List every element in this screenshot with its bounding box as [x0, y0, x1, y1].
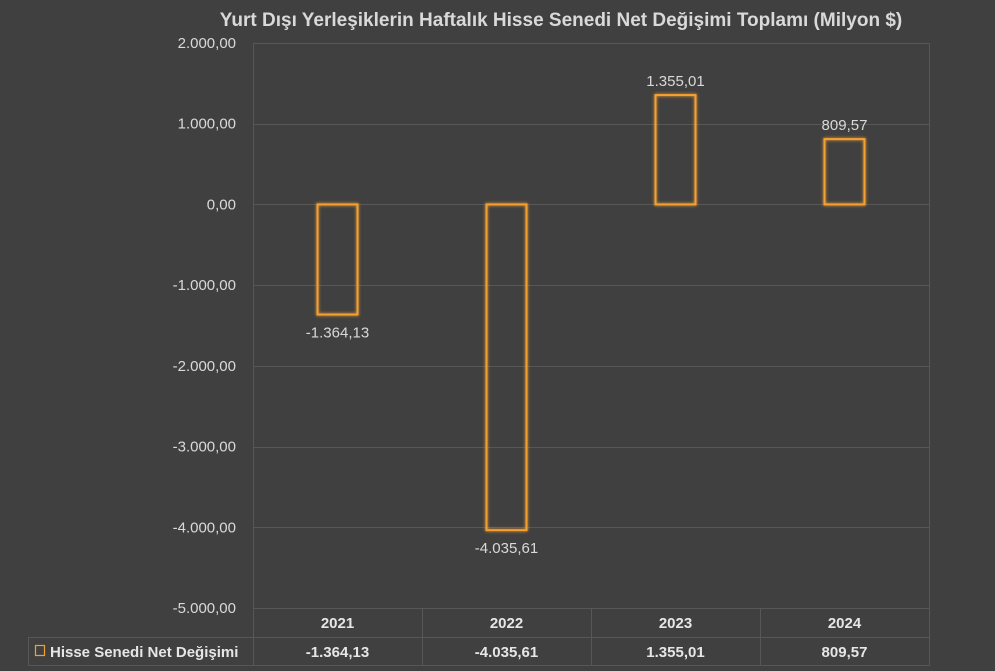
legend-label: Hisse Senedi Net Değişimi — [50, 644, 238, 661]
data-label-2023: 1.355,01 — [646, 73, 704, 90]
data-label-2022: -4.035,61 — [475, 540, 538, 557]
table-value-2022: -4.035,61 — [475, 644, 538, 661]
category-label-2022: 2022 — [490, 615, 523, 632]
y-tick-label: -2.000,00 — [173, 358, 236, 375]
y-axis: 2.000,00 1.000,00 0,00 -1.000,00 -2.000,00 -3… — [173, 35, 236, 617]
bar-2021 — [316, 203, 359, 316]
chart-title: Yurt Dışı Yerleşiklerin Haftalık Hisse S… — [220, 10, 902, 31]
y-tick-label: 1.000,00 — [178, 116, 236, 133]
y-tick-label: 0,00 — [207, 196, 236, 213]
gridlines — [253, 43, 930, 609]
y-tick-label: -1.000,00 — [173, 277, 236, 294]
table-value-2023: 1.355,01 — [646, 644, 704, 661]
table-value-2021: -1.364,13 — [306, 644, 369, 661]
y-tick-label: -4.000,00 — [173, 519, 236, 536]
bars — [316, 94, 866, 532]
y-tick-label: -5.000,00 — [173, 600, 236, 617]
y-tick-label: 2.000,00 — [178, 35, 236, 52]
data-labels: -1.364,13 -4.035,61 1.355,01 809,57 — [306, 73, 868, 557]
table-value-2024: 809,57 — [822, 644, 868, 661]
category-label-2021: 2021 — [321, 615, 354, 632]
data-label-2024: 809,57 — [822, 117, 868, 134]
y-tick-label: -3.000,00 — [173, 439, 236, 456]
data-table: 2021 -1.364,13 2022 -4.035,61 2023 1.355,01 20… — [28, 608, 930, 666]
bar-2023 — [654, 94, 697, 206]
bar-2022 — [485, 203, 528, 532]
category-label-2023: 2023 — [659, 615, 692, 632]
bar-2024 — [823, 138, 866, 206]
category-label-2024: 2024 — [828, 615, 862, 632]
legend-key — [34, 644, 46, 657]
data-label-2021: -1.364,13 — [306, 325, 369, 342]
